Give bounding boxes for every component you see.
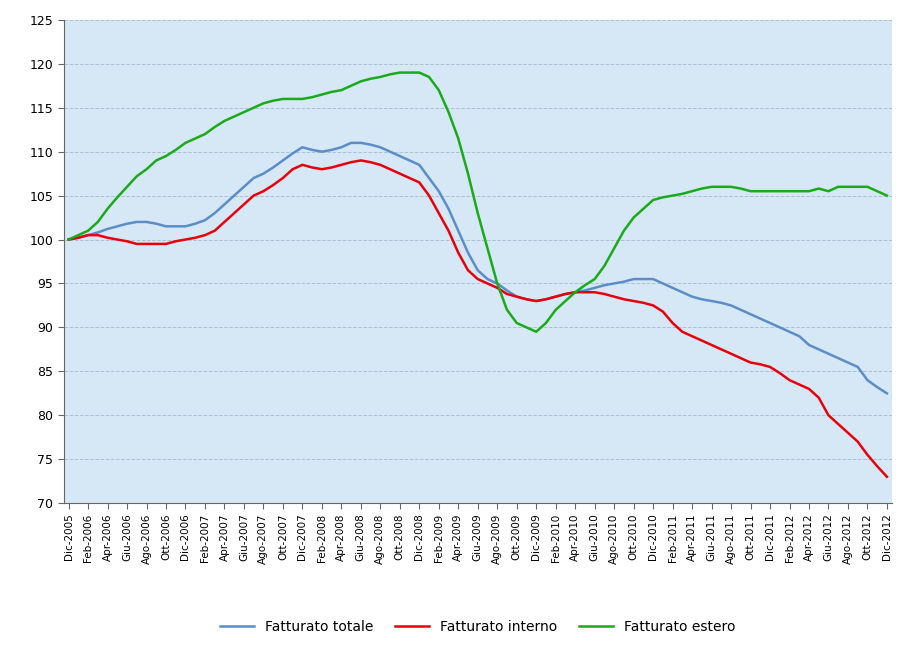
Fatturato interno bbox=[882, 473, 893, 481]
Fatturato estero bbox=[63, 236, 74, 244]
Fatturato interno bbox=[482, 279, 493, 287]
Fatturato totale bbox=[63, 236, 74, 244]
Fatturato totale bbox=[317, 148, 328, 156]
Fatturato estero bbox=[394, 69, 405, 77]
Fatturato interno bbox=[346, 158, 357, 166]
Fatturato estero bbox=[307, 93, 318, 101]
Fatturato interno bbox=[63, 236, 74, 244]
Line: Fatturato estero: Fatturato estero bbox=[68, 73, 887, 332]
Line: Fatturato totale: Fatturato totale bbox=[68, 143, 887, 393]
Fatturato interno bbox=[199, 231, 210, 239]
Fatturato estero bbox=[317, 91, 328, 99]
Fatturato totale bbox=[346, 139, 357, 147]
Fatturato estero bbox=[199, 130, 210, 138]
Fatturato interno bbox=[307, 164, 318, 171]
Fatturato estero bbox=[346, 82, 357, 90]
Legend: Fatturato totale, Fatturato interno, Fatturato estero: Fatturato totale, Fatturato interno, Fat… bbox=[213, 613, 743, 641]
Fatturato totale bbox=[307, 146, 318, 154]
Fatturato estero bbox=[853, 183, 864, 191]
Fatturato totale bbox=[356, 139, 367, 147]
Fatturato interno bbox=[843, 429, 854, 437]
Line: Fatturato interno: Fatturato interno bbox=[68, 160, 887, 477]
Fatturato estero bbox=[531, 328, 541, 336]
Fatturato estero bbox=[882, 191, 893, 199]
Fatturato totale bbox=[882, 389, 893, 397]
Fatturato interno bbox=[356, 156, 367, 164]
Fatturato interno bbox=[317, 166, 328, 173]
Fatturato totale bbox=[843, 359, 854, 367]
Fatturato estero bbox=[482, 244, 493, 252]
Fatturato totale bbox=[482, 275, 493, 283]
Fatturato totale bbox=[199, 216, 210, 224]
